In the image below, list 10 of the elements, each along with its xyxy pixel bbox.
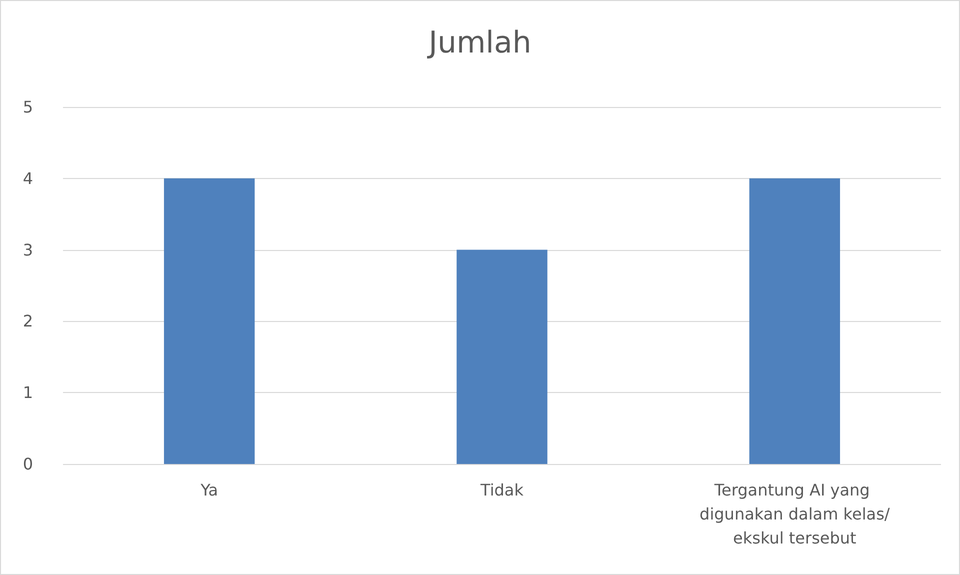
- x-tick-label: Tidak: [480, 480, 524, 500]
- x-tick-label: Ya: [200, 480, 218, 500]
- y-tick-label: 0: [22, 454, 33, 474]
- y-tick-label: 2: [22, 312, 33, 331]
- y-tick-label: 3: [22, 240, 33, 260]
- x-tick-label: Tergantung AI yang digunakan dalam kelas/ekskul tersebut: [700, 480, 890, 548]
- y-tick-label: 1: [22, 383, 33, 402]
- chart-title: Jumlah: [426, 26, 532, 60]
- y-tick-label: 5: [22, 98, 33, 116]
- y-tick-label: 4: [22, 168, 33, 188]
